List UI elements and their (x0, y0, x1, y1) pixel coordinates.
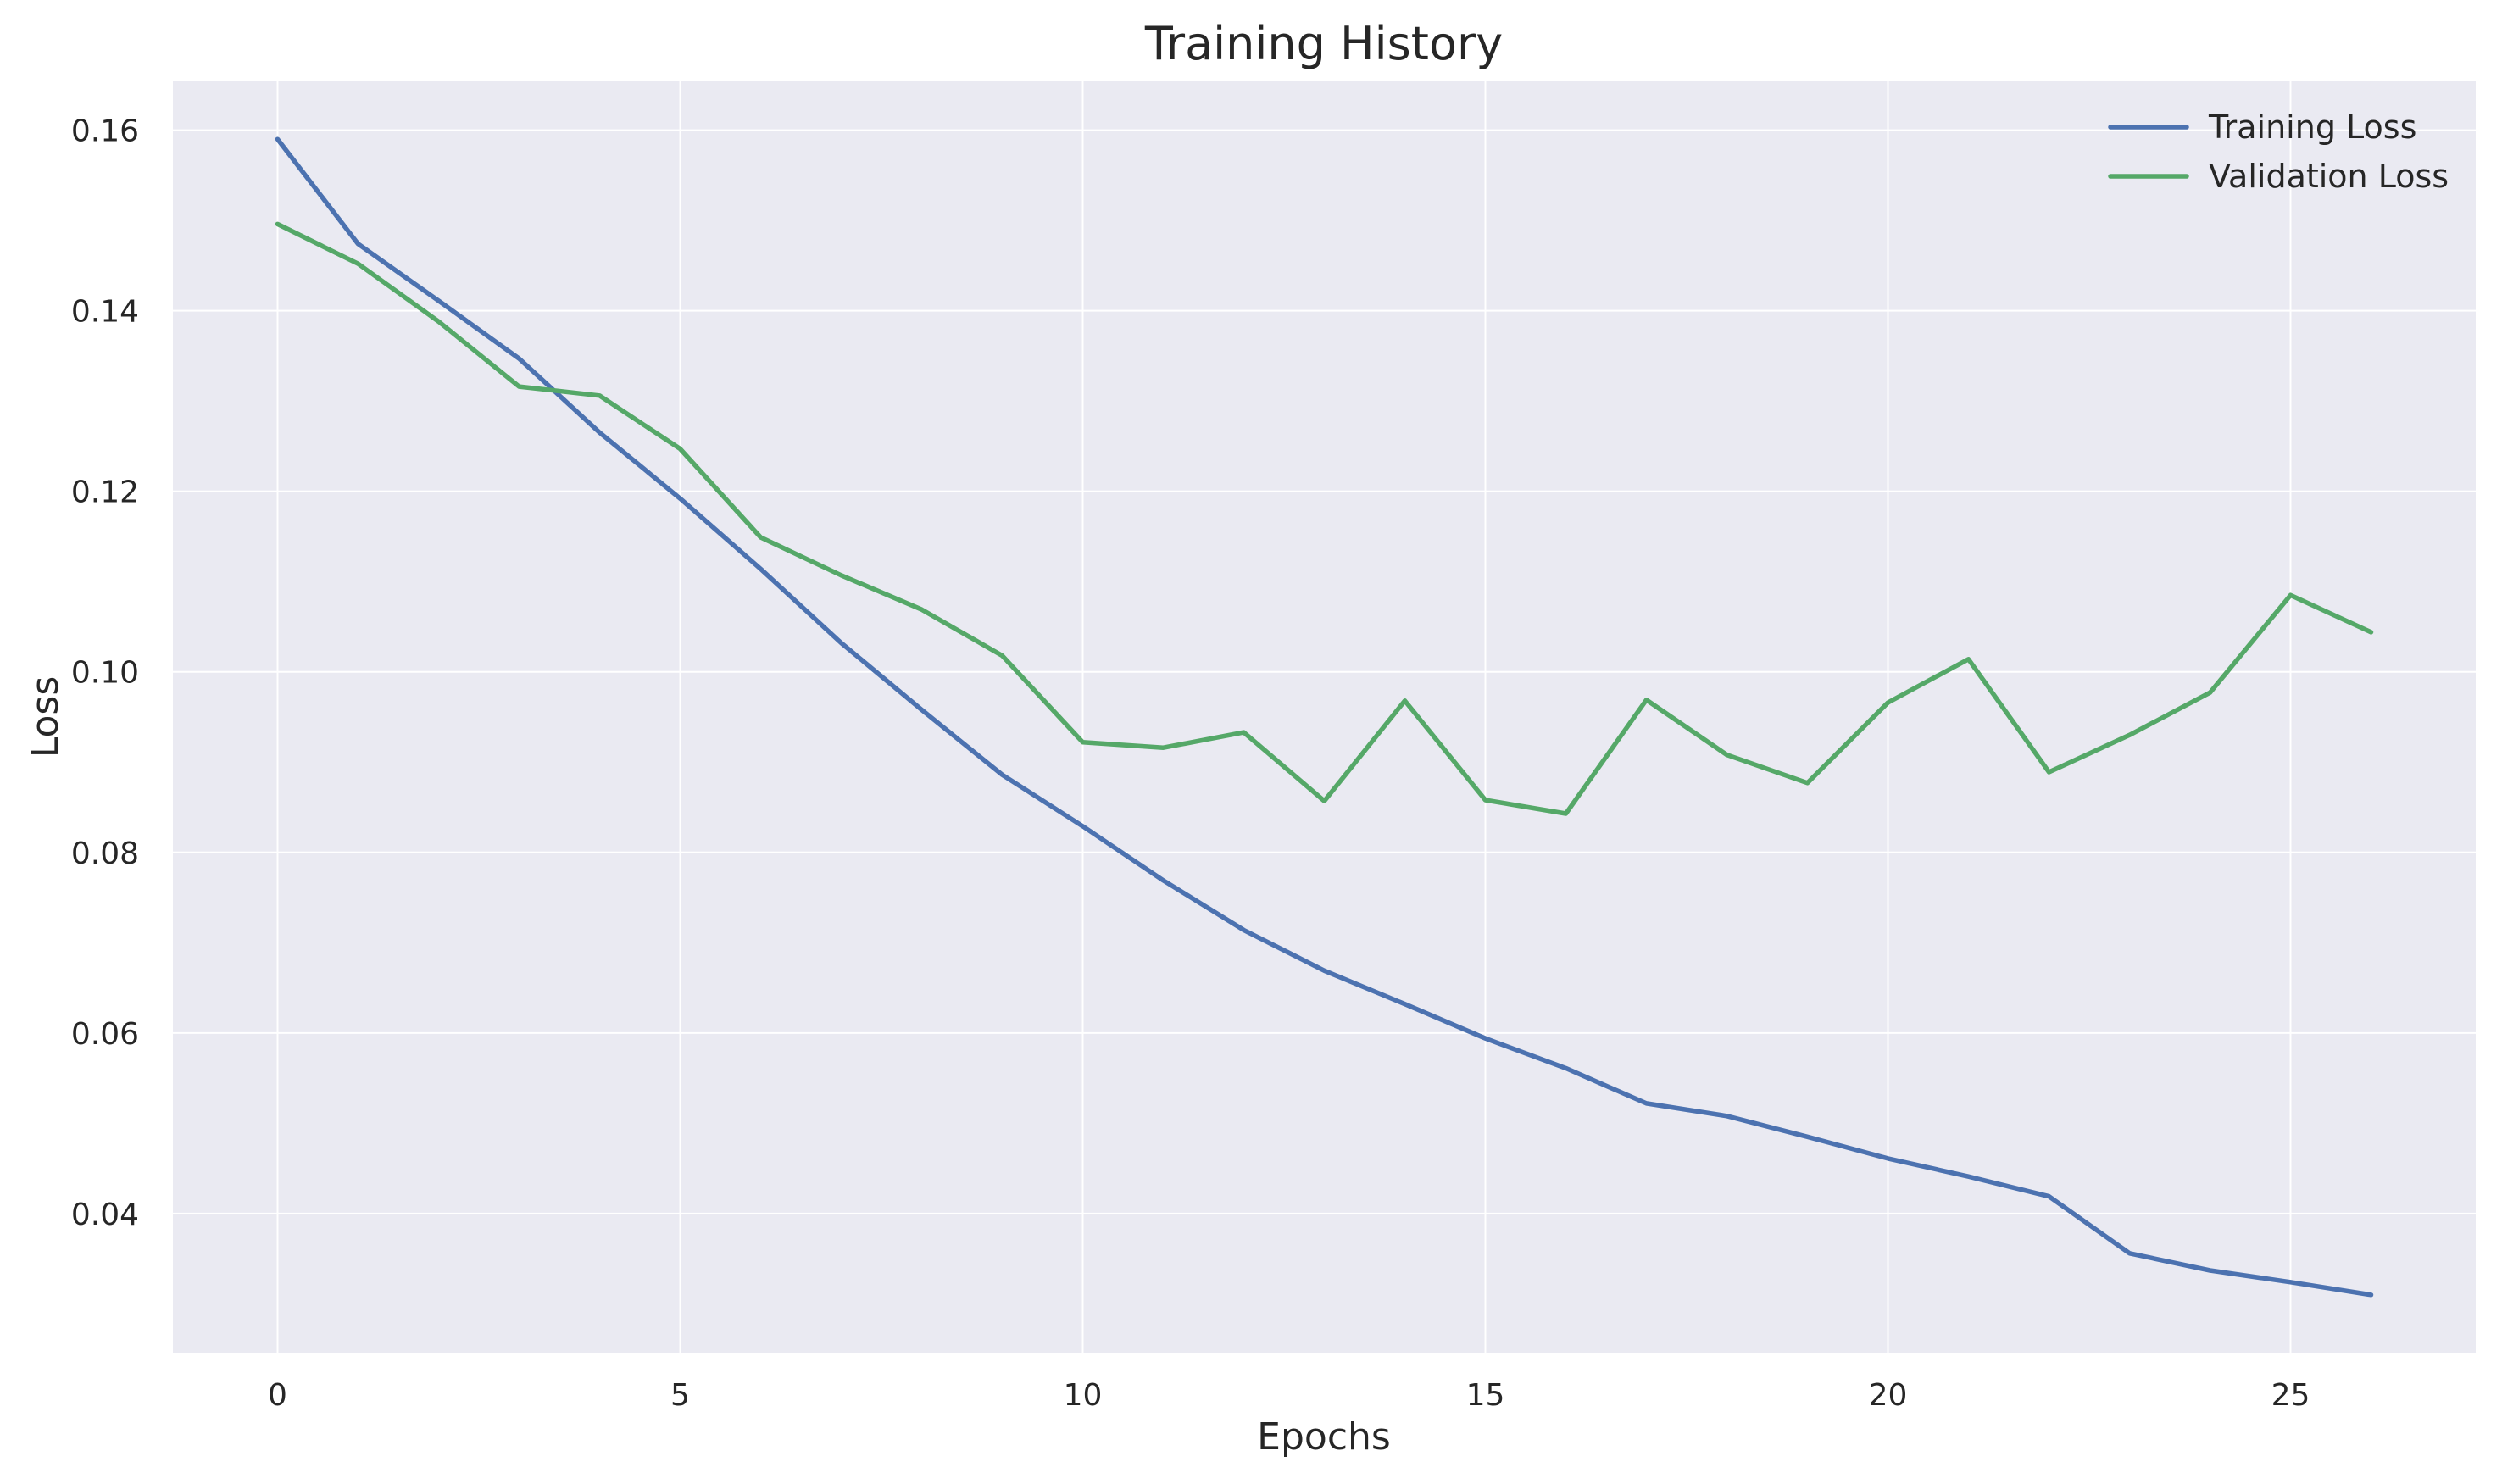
y-tick-label: 0.04 (71, 1198, 139, 1232)
x-tick-label: 20 (1869, 1378, 1908, 1413)
y-tick-label: 0.12 (71, 475, 139, 510)
x-axis-label: Epochs (1257, 1415, 1391, 1459)
legend-label-validation-loss: Validation Loss (2209, 158, 2449, 195)
plot-background (173, 81, 2476, 1353)
legend-label-training-loss: Training Loss (2208, 108, 2416, 146)
x-tick-labels: 0 5 10 15 20 25 (268, 1378, 2310, 1413)
x-tick-label: 10 (1064, 1378, 1103, 1413)
y-tick-label: 0.06 (71, 1017, 139, 1052)
x-tick-label: 5 (670, 1378, 690, 1413)
legend: Training Loss Validation Loss (2108, 108, 2449, 195)
y-tick-label: 0.14 (71, 295, 139, 330)
y-tick-label: 0.10 (71, 656, 139, 691)
series-line-training-loss (275, 136, 2374, 1298)
x-gridlines (276, 81, 2292, 1353)
y-tick-label: 0.08 (71, 836, 139, 871)
chart-title: Training History (1144, 17, 1503, 70)
x-tick-label: 25 (2271, 1378, 2310, 1413)
series-line-validation-loss (275, 221, 2374, 816)
x-tick-label: 15 (1466, 1378, 1505, 1413)
series-lines (275, 136, 2374, 1298)
y-tick-labels: 0.04 0.06 0.08 0.10 0.12 0.14 0.16 (71, 114, 139, 1232)
y-gridlines (173, 129, 2476, 1214)
x-tick-label: 0 (268, 1378, 287, 1413)
y-axis-label: Loss (24, 676, 67, 759)
y-tick-label: 0.16 (71, 114, 139, 149)
